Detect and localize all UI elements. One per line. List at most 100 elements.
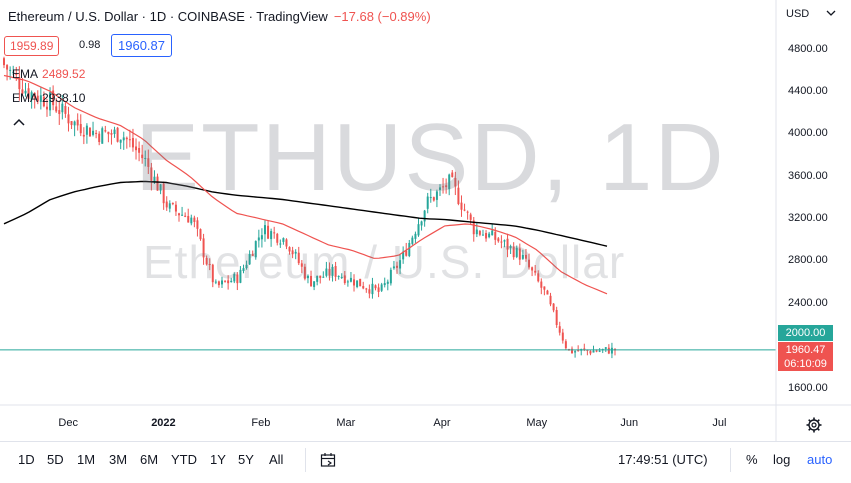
candle-body xyxy=(193,217,196,222)
candle-body xyxy=(171,203,174,205)
candle-body xyxy=(365,288,368,290)
candle-body xyxy=(125,137,128,140)
range-button-1d[interactable]: 1D xyxy=(18,452,35,467)
range-button-5d[interactable]: 5D xyxy=(47,452,64,467)
currency-label[interactable]: USD xyxy=(786,8,810,20)
candle-body xyxy=(58,110,61,115)
candle-body xyxy=(92,130,95,135)
collapse-legend-chevron-up-icon[interactable] xyxy=(12,116,28,128)
candle-body xyxy=(469,214,472,220)
candle-body xyxy=(420,221,423,226)
currency-chevron-down-icon[interactable] xyxy=(826,6,836,20)
candle-body xyxy=(95,132,98,134)
time-tick: Feb xyxy=(251,417,271,429)
range-button-6m[interactable]: 6M xyxy=(140,452,159,467)
candle-body xyxy=(343,275,346,284)
candle-body xyxy=(211,264,214,283)
candle-body xyxy=(45,106,48,110)
time-tick: 2022 xyxy=(151,417,176,429)
ask-price[interactable]: 1960.87 xyxy=(111,34,172,57)
candle-body xyxy=(374,285,377,289)
candle-body xyxy=(73,121,76,126)
candle-body xyxy=(460,202,463,210)
candle-body xyxy=(497,238,500,242)
candle-body xyxy=(607,347,610,354)
range-button-1m[interactable]: 1M xyxy=(77,452,96,467)
candle-body xyxy=(88,127,91,137)
candle-body xyxy=(233,274,236,282)
spread-value: 0.98 xyxy=(79,39,101,51)
candle-body xyxy=(488,233,491,238)
candle-body xyxy=(3,58,5,66)
candle-body xyxy=(220,280,223,285)
settings-gear-icon[interactable] xyxy=(806,417,822,437)
candle-body xyxy=(297,252,300,264)
range-button-5y[interactable]: 5Y xyxy=(238,452,254,467)
candle-body xyxy=(236,274,239,284)
candle-body xyxy=(340,276,343,278)
utc-clock[interactable]: 17:49:51 (UTC) xyxy=(618,452,708,467)
candle-body xyxy=(595,350,598,352)
candle-body xyxy=(463,209,466,211)
candle-body xyxy=(423,210,426,222)
candle-body xyxy=(515,247,518,257)
candle-body xyxy=(217,281,220,286)
bid-price[interactable]: 1959.89 xyxy=(4,36,60,56)
range-button-ytd[interactable]: YTD xyxy=(171,452,197,467)
candle-body xyxy=(208,263,211,265)
candle-body xyxy=(313,281,316,287)
candle-body xyxy=(300,263,303,267)
candle-body xyxy=(239,269,242,283)
ema-short-legend[interactable]: EMA 2489.52 xyxy=(12,67,85,81)
candle-body xyxy=(577,350,580,352)
candle-body xyxy=(337,275,340,277)
candle-body xyxy=(224,280,227,282)
candle-body xyxy=(156,176,159,191)
range-button-3m[interactable]: 3M xyxy=(109,452,128,467)
candle-body xyxy=(414,233,417,239)
candle-body xyxy=(181,214,184,216)
candle-body xyxy=(27,88,30,99)
ema-long-legend[interactable]: EMA 2938.10 xyxy=(12,91,85,105)
price-tick: 2400.00 xyxy=(788,297,828,309)
candle-body xyxy=(6,65,9,70)
percent-scale-toggle[interactable]: % xyxy=(746,452,758,467)
candle-body xyxy=(147,158,150,167)
log-scale-toggle[interactable]: log xyxy=(773,452,791,467)
time-tick: Mar xyxy=(336,417,356,429)
divider xyxy=(305,448,306,472)
candle-body xyxy=(402,251,405,260)
candle-body xyxy=(30,92,33,100)
candle-body xyxy=(571,348,574,354)
candle-body xyxy=(494,231,497,240)
candle-body xyxy=(331,266,334,276)
candle-body xyxy=(546,290,549,295)
candle-body xyxy=(15,73,18,76)
candle-body xyxy=(383,283,386,286)
candle-body xyxy=(531,267,534,271)
candle-body xyxy=(558,326,561,333)
price-tick: 2800.00 xyxy=(788,254,828,266)
symbol-title[interactable]: Ethereum / U.S. Dollar · 1D · COINBASE ·… xyxy=(8,9,328,24)
time-tick: May xyxy=(526,417,548,429)
price-tick: 4400.00 xyxy=(788,85,828,97)
candle-body xyxy=(61,103,64,113)
candle-body xyxy=(478,230,481,235)
candle-body xyxy=(150,167,153,181)
candle-body xyxy=(251,254,254,256)
candle-body xyxy=(392,266,395,269)
goto-date-calendar-icon[interactable] xyxy=(320,452,336,471)
range-button-1y[interactable]: 1Y xyxy=(210,452,226,467)
candle-body xyxy=(294,251,297,254)
last-price-label: 1960.47 06:10:09 xyxy=(778,342,833,371)
candle-body xyxy=(306,275,309,279)
auto-scale-toggle[interactable]: auto xyxy=(807,452,833,467)
candle-body xyxy=(24,90,27,94)
candle-body xyxy=(291,250,294,255)
candle-body xyxy=(196,220,199,229)
candle-body xyxy=(199,229,202,240)
range-button-all[interactable]: All xyxy=(269,452,284,467)
candle-body xyxy=(202,238,205,258)
candle-body xyxy=(159,184,162,191)
